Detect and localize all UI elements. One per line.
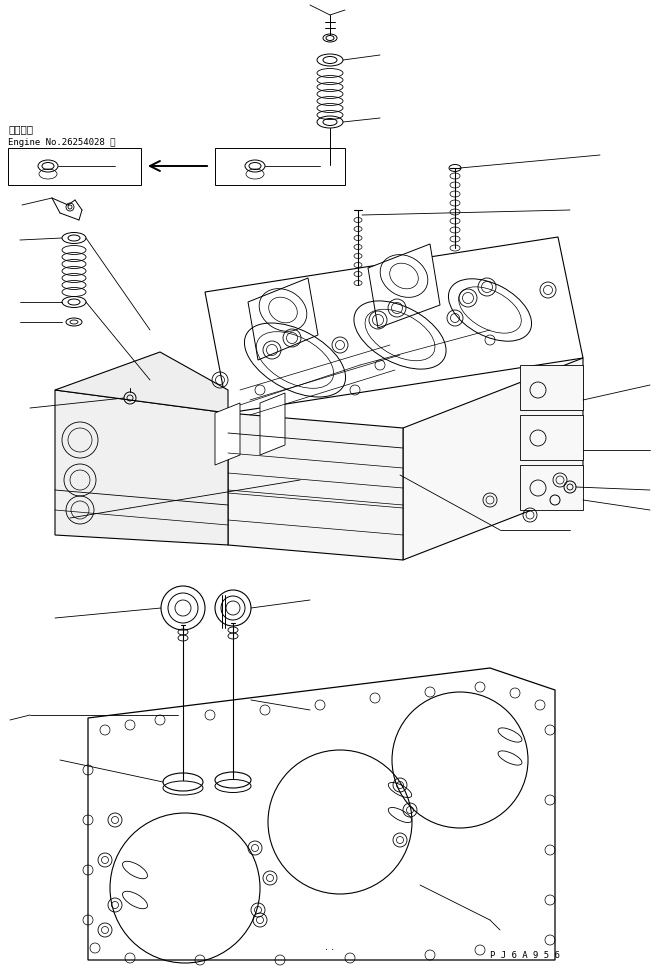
Polygon shape [88,668,555,960]
Bar [520,365,583,410]
Bar [520,465,583,510]
Polygon shape [368,244,440,328]
Text: 適用号機: 適用号機 [8,124,33,134]
Polygon shape [260,393,285,455]
Text: P J 6 A 9 5 6: P J 6 A 9 5 6 [490,951,560,960]
Polygon shape [55,390,228,545]
Polygon shape [55,352,228,413]
Bar [215,148,345,185]
Polygon shape [403,358,583,560]
Text: Engine No.26254028 ～: Engine No.26254028 ～ [8,138,116,147]
Bar [520,415,583,460]
Text: . .: . . [325,942,334,952]
Polygon shape [228,413,403,560]
Polygon shape [248,278,318,360]
Polygon shape [215,403,240,465]
Bar [8,148,141,185]
Polygon shape [205,237,583,413]
